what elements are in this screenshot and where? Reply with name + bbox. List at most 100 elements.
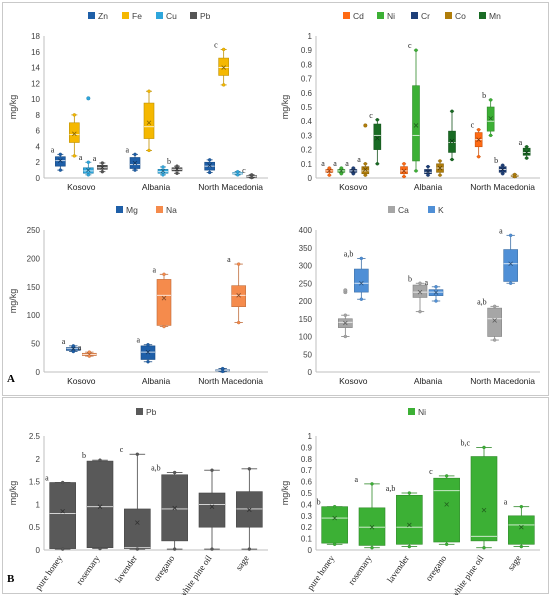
mean-marker-pb-pure-honey <box>60 508 65 514</box>
legend-label-k: K <box>438 205 444 215</box>
point-pb-sage <box>247 467 252 471</box>
mean-marker-mn-albania <box>449 138 455 144</box>
mean-marker-ni-rosemary <box>369 524 375 530</box>
y-tick-label: 150 <box>299 315 313 324</box>
point-fe-albania <box>147 148 151 153</box>
legend-swatch-co <box>445 12 452 19</box>
category-label-white-pine-oil: white pine oil <box>177 553 214 595</box>
mean-marker-cr-albania <box>425 169 431 174</box>
legend-label-ni: Ni <box>418 407 426 417</box>
legend-label-mn: Mn <box>489 11 501 21</box>
category-label-north-macedonia: North Macedonia <box>470 182 535 192</box>
point-cd-north-macedonia <box>476 154 481 159</box>
point-pb-kosovo <box>100 169 105 174</box>
point-mn-north-macedonia <box>524 145 529 149</box>
y-tick-label: 0.4 <box>301 117 313 126</box>
box-k-kosovo <box>354 268 369 293</box>
mean-marker-ni-north-macedonia <box>488 116 493 121</box>
legend-label-pb: Pb <box>146 407 157 417</box>
point-zn-north-macedonia <box>207 170 212 175</box>
sig-letter-na-north-macedonia: a <box>227 255 231 264</box>
point-pb-kosovo <box>100 161 105 165</box>
legend-swatch-mg <box>116 206 123 213</box>
category-label-albania: Albania <box>414 376 443 386</box>
legend-swatch-cd <box>343 12 350 19</box>
point-cd-kosovo <box>327 173 332 177</box>
point-na-albania <box>162 272 166 277</box>
point-pb-pure-honey <box>60 480 65 485</box>
mean-marker-na-north-macedonia <box>236 293 241 298</box>
mean-marker-fe-north-macedonia <box>221 65 226 70</box>
category-label-albania: Albania <box>414 182 443 192</box>
legend-swatch-zn <box>88 12 95 19</box>
sig-letter-cr-kosovo: a <box>345 159 349 168</box>
y-tick-label: 50 <box>303 350 312 359</box>
box-ni-white-pine-oil <box>470 456 498 542</box>
point-cr-albania <box>426 164 430 169</box>
box-mn-kosovo <box>373 123 382 150</box>
category-label-pure-honey: pure honey <box>33 553 65 592</box>
point-ni-albania <box>414 169 418 173</box>
chart-zn-fe-cu-pb: 0 2 4 6 8 10 12 14 16 18 mg/kg Zn Fe Cu Pb Kosovo a a a Alb… <box>8 11 268 192</box>
point-ni-white-pine-oil <box>482 445 486 450</box>
mean-marker-ni-sage <box>519 524 524 530</box>
y-tick-label: 250 <box>299 279 313 288</box>
point-cr-north-macedonia <box>500 163 505 167</box>
sig-letter-ni-pure-honey: b <box>317 498 321 507</box>
mean-marker-ni-oregano <box>444 502 449 507</box>
sig-letter-pb-north-macedonia: c <box>242 166 246 175</box>
point-ni-north-macedonia <box>488 133 493 138</box>
point-mn-albania <box>450 109 454 113</box>
sig-letter-pb-kosovo: a <box>93 154 97 163</box>
y-tick-label: 100 <box>27 311 41 320</box>
point-cd-north-macedonia <box>476 128 481 132</box>
mean-marker-zn-kosovo <box>58 158 63 163</box>
chart-ni-honey: 0 0.1 0.2 0.3 0.4 0.5 0.6 0.7 0.8 0.9 1 mg/kg Ni pure… <box>280 407 540 595</box>
category-label-rosemary: rosemary <box>346 553 374 587</box>
box-pb-pure-honey <box>49 482 76 549</box>
y-tick-label: 300 <box>299 262 313 271</box>
point-mg-north-macedonia <box>220 366 225 371</box>
legend-label-zn: Zn <box>98 11 108 21</box>
point-ca-kosovo <box>343 313 348 317</box>
box-mn-north-macedonia <box>522 147 531 156</box>
point-ca-albania <box>418 309 422 314</box>
mean-marker-k-north-macedonia <box>508 261 513 267</box>
mean-marker-ni-pure-honey <box>332 515 337 521</box>
y-axis-title: mg/kg <box>8 95 18 120</box>
box-co-kosovo <box>361 166 370 175</box>
point-na-north-macedonia <box>236 262 241 266</box>
point-ca-kosovo <box>343 334 348 339</box>
mean-marker-cd-albania <box>401 168 407 174</box>
legend-label-cd: Cd <box>353 11 364 21</box>
y-tick-label: 2.5 <box>29 432 41 441</box>
y-tick-label: 1 <box>308 32 313 41</box>
y-tick-label: 0.7 <box>301 466 313 475</box>
legend-swatch-pb <box>136 408 143 415</box>
box-pb-white-pine-oil <box>198 492 226 528</box>
mean-marker-fe-albania <box>146 120 152 126</box>
box-ca-albania <box>412 284 428 298</box>
category-label-kosovo: Kosovo <box>339 376 368 386</box>
y-tick-label: 0.5 <box>301 489 313 498</box>
category-label-lavender: lavender <box>113 553 139 584</box>
panel-label-a: A <box>7 373 15 385</box>
box-na-albania <box>156 279 172 326</box>
category-label-pure-honey: pure honey <box>305 553 337 592</box>
point-zn-kosovo <box>58 152 63 157</box>
outlier-co-kosovo <box>363 123 368 128</box>
mean-marker-ni-kosovo <box>339 168 344 174</box>
sig-letter-mg-kosovo: a <box>62 337 66 346</box>
legend-label-pb: Pb <box>200 11 211 21</box>
point-mg-albania <box>146 343 150 347</box>
sig-letter-k-kosovo: a,b <box>344 249 354 258</box>
sig-letter-ni-kosovo: a <box>333 159 337 168</box>
point-pb-oregano <box>172 470 177 475</box>
category-label-oregano: oregano <box>423 553 448 583</box>
point-cr-kosovo <box>351 172 356 176</box>
box-pb-rosemary <box>86 460 114 549</box>
sig-letter-pb-albania: b <box>167 157 171 166</box>
mean-marker-zn-north-macedonia <box>207 163 212 168</box>
mean-marker-pb-albania <box>174 167 180 172</box>
mean-marker-pb-sage <box>247 507 252 513</box>
